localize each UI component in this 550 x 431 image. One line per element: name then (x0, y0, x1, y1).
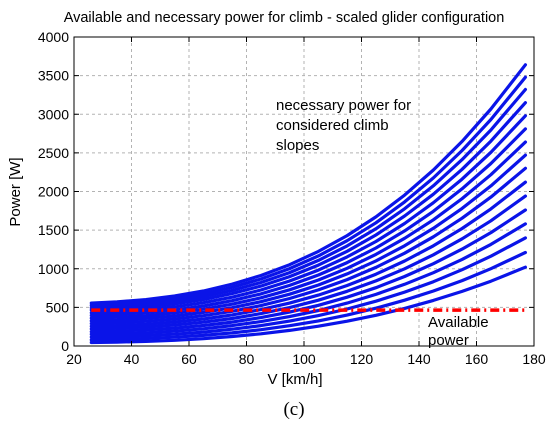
necessary-annotation-line-3: slopes (276, 137, 319, 154)
y-tick-label: 3000 (38, 106, 69, 122)
y-axis-label: Power [W] (7, 157, 24, 226)
necessary-power-curve (89, 101, 528, 312)
x-tick-label: 60 (181, 351, 197, 367)
x-axis-label: V [km/h] (267, 371, 322, 388)
y-tick-label: 2500 (38, 145, 69, 161)
y-tick-label: 4000 (38, 29, 69, 45)
figure-caption: (c) (283, 399, 304, 420)
x-tick-label: 140 (407, 351, 431, 367)
y-tick-label: 1500 (38, 222, 69, 238)
necessary-power-curve (89, 63, 528, 305)
necessary-annotation-line-2: considered climb (276, 117, 389, 134)
necessary-annotation-line-1: necessary power for (276, 97, 411, 114)
x-tick-label: 120 (350, 351, 374, 367)
y-ticks: 0 500 1000 1500 2000 2500 3000 3500 4000 (38, 29, 534, 354)
available-power-annotation: Available power (428, 314, 489, 349)
necessary-power-curve (89, 166, 528, 326)
necessary-power-annotation: necessary power for considered climb slo… (276, 97, 411, 154)
chart-title: Available and necessary power for climb … (64, 10, 505, 26)
necessary-power-curve (89, 180, 528, 328)
necessary-power-curve (89, 127, 528, 318)
available-annotation-line-2: power (428, 332, 469, 349)
y-tick-label: 500 (46, 299, 70, 315)
necessary-power-curve (89, 250, 528, 342)
necessary-power-curve (89, 194, 528, 331)
necessary-power-curve (89, 140, 528, 320)
necessary-power-curves (89, 63, 528, 345)
necessary-power-curve (89, 153, 528, 323)
y-tick-label: 2000 (38, 184, 69, 200)
y-tick-label: 3500 (38, 68, 69, 84)
x-ticks: 20 40 60 80 100 120 140 160 180 (66, 37, 546, 367)
necessary-power-curve (89, 265, 528, 345)
necessary-power-curve (89, 75, 528, 307)
x-tick-label: 40 (124, 351, 140, 367)
necessary-power-curve (89, 236, 528, 339)
x-tick-label: 160 (465, 351, 489, 367)
y-tick-label: 1000 (38, 261, 69, 277)
necessary-power-curve (89, 114, 528, 315)
x-tick-label: 180 (522, 351, 546, 367)
available-annotation-line-1: Available (428, 314, 489, 331)
x-tick-label: 80 (239, 351, 255, 367)
y-tick-label: 0 (61, 338, 69, 354)
x-tick-label: 100 (292, 351, 316, 367)
necessary-power-curve (89, 87, 528, 310)
x-tick-label: 20 (66, 351, 82, 367)
necessary-power-curve (89, 222, 528, 336)
